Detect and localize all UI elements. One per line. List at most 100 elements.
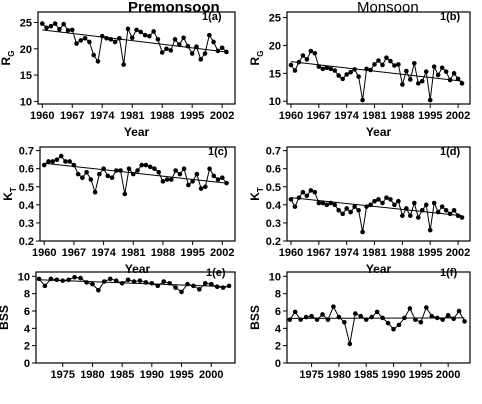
- data-point: [197, 287, 202, 292]
- data-point: [418, 319, 424, 325]
- data-point: [369, 314, 374, 320]
- data-point: [404, 68, 409, 74]
- data-point: [177, 171, 183, 177]
- data-point: [336, 73, 342, 78]
- data-point: [190, 179, 195, 184]
- data-point: [356, 207, 361, 213]
- data-point: [219, 175, 225, 181]
- data-point: [309, 313, 314, 319]
- data-point: [92, 189, 98, 195]
- data-point: [84, 170, 89, 175]
- x-axis-label: Year: [366, 262, 392, 276]
- y-axis-label-subscript: T: [256, 187, 265, 192]
- data-point: [71, 162, 77, 168]
- plot-frame: [286, 11, 471, 105]
- trend-line: [44, 162, 227, 184]
- data-point: [61, 21, 66, 27]
- y-tick-label: 0.4: [266, 200, 282, 212]
- data-point: [316, 64, 322, 69]
- x-axis-label: Year: [124, 125, 150, 139]
- data-point: [340, 76, 345, 82]
- y-tick-label: 10: [18, 271, 30, 283]
- y-tick-label: 8: [24, 289, 30, 301]
- y-tick-label: 2: [24, 341, 30, 353]
- data-point: [443, 69, 449, 74]
- trend-line: [290, 197, 463, 217]
- data-point: [455, 76, 461, 82]
- y-tick-label: 10: [20, 96, 32, 108]
- data-point: [344, 206, 349, 211]
- data-point: [391, 326, 396, 332]
- data-point: [46, 159, 51, 164]
- data-point: [440, 317, 445, 322]
- x-tick-label: 2002: [446, 110, 470, 122]
- x-tick-label: 1967: [60, 110, 84, 122]
- data-point: [147, 33, 152, 39]
- data-point: [451, 207, 457, 213]
- data-point: [413, 317, 418, 322]
- data-point: [198, 57, 204, 62]
- data-point: [82, 35, 88, 41]
- x-tick-label: 1981: [120, 110, 144, 122]
- data-point: [50, 159, 56, 164]
- data-point: [316, 200, 322, 206]
- x-tick-label: 2002: [210, 247, 234, 259]
- data-point: [404, 206, 409, 211]
- x-tick-label: 1974: [334, 247, 359, 259]
- data-point: [88, 177, 94, 182]
- data-point: [44, 25, 49, 31]
- data-point: [87, 39, 92, 45]
- chart-title: Premonsoon: [128, 0, 220, 16]
- data-point: [185, 281, 190, 287]
- data-point: [181, 35, 186, 41]
- data-point: [60, 278, 66, 283]
- data-point: [358, 313, 364, 319]
- y-tick-label: 0.6: [19, 164, 34, 176]
- data-point: [203, 184, 208, 190]
- data-point: [114, 168, 119, 173]
- chart-panel-1c: 1960 1967 1974 1981 1988 1995 2002 0.2 0.3 0.4 0.5…: [1, 146, 236, 276]
- data-point: [344, 72, 349, 77]
- x-tick-label: 1960: [279, 110, 303, 122]
- data-point: [439, 204, 445, 209]
- y-tick-label: 0: [24, 358, 30, 370]
- data-point: [292, 309, 298, 315]
- data-point: [400, 213, 405, 218]
- y-tick-label: 6: [24, 306, 30, 318]
- data-point: [172, 37, 178, 42]
- y-tick-label: 20: [269, 40, 281, 52]
- data-point: [155, 283, 161, 289]
- data-point: [380, 200, 385, 206]
- y-tick-label: 8: [275, 289, 281, 301]
- y-tick-label: 0.7: [19, 146, 34, 158]
- data-point: [112, 39, 118, 45]
- data-point: [376, 197, 381, 202]
- data-point: [169, 177, 174, 182]
- data-point: [380, 62, 385, 68]
- data-point: [54, 157, 60, 162]
- data-point: [198, 186, 204, 191]
- data-point: [101, 166, 106, 171]
- x-tick-label: 1990: [140, 369, 164, 381]
- data-point: [121, 62, 126, 67]
- data-point: [139, 162, 145, 168]
- data-point: [194, 44, 199, 49]
- data-point: [185, 43, 191, 49]
- data-point: [336, 314, 342, 320]
- data-point: [340, 211, 345, 217]
- data-point: [202, 280, 208, 286]
- data-point: [151, 29, 156, 34]
- panel-label: 1(a): [202, 11, 222, 23]
- x-tick-label: 2000: [199, 369, 223, 381]
- data-point: [119, 280, 125, 286]
- y-tick-label: 20: [20, 44, 32, 56]
- data-point: [423, 305, 429, 310]
- data-point: [372, 62, 377, 67]
- data-point: [142, 32, 148, 38]
- x-tick-label: 1995: [418, 110, 442, 122]
- data-point: [392, 63, 397, 68]
- plot-frame: [35, 271, 236, 364]
- data-point: [78, 275, 83, 281]
- data-point: [408, 213, 413, 218]
